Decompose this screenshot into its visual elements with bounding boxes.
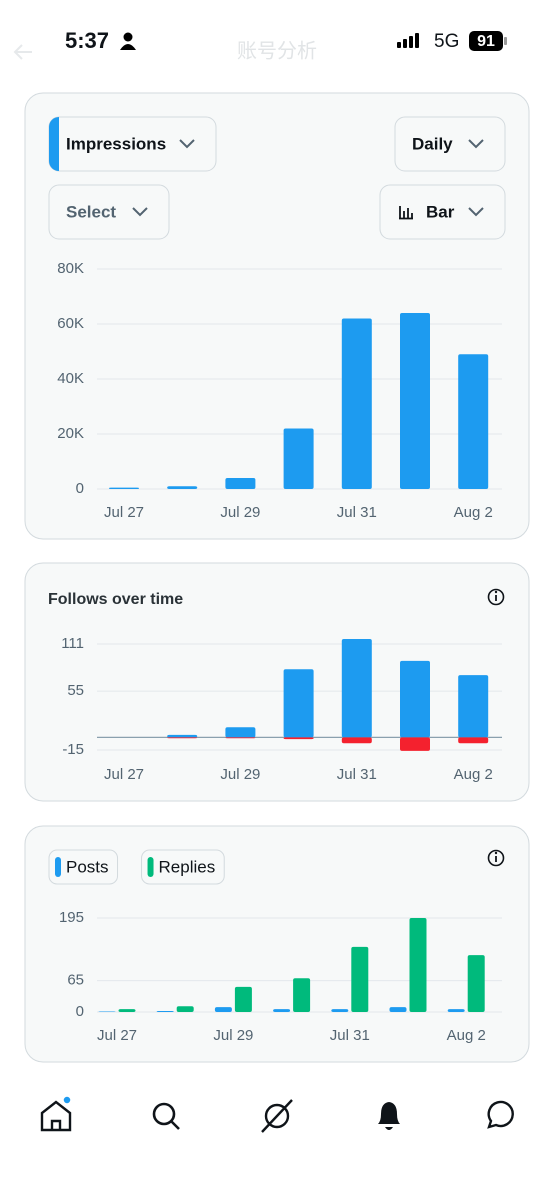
network: 5G (434, 31, 459, 52)
bar (234, 986, 252, 1012)
status-time: 5:37 (65, 28, 109, 53)
y-tick-label: 111 (61, 635, 84, 652)
legend-item[interactable] (141, 849, 225, 885)
bar (214, 1007, 232, 1012)
info-icon[interactable] (487, 588, 505, 606)
legend-item[interactable] (48, 849, 119, 885)
header-title: 账号分析 (237, 39, 317, 62)
bar (167, 734, 198, 738)
x-tick-label: Jul 29 (213, 1027, 253, 1044)
y-tick-label: 20K (57, 425, 84, 442)
dropdown-label: Bar (426, 202, 455, 221)
nav-notifications[interactable] (378, 1102, 400, 1130)
bar (409, 918, 427, 1012)
y-tick-label: 40K (57, 370, 84, 387)
x-tick-label: Jul 27 (97, 1027, 137, 1044)
bar (225, 478, 256, 489)
bar (400, 313, 430, 489)
y-tick-label: 65 (67, 972, 84, 989)
bar (273, 1009, 291, 1012)
x-tick-label: Jul 29 (220, 504, 260, 521)
bar (458, 354, 489, 489)
nav-messages[interactable] (487, 1100, 514, 1129)
style-dropdown[interactable]: Bar (379, 184, 506, 240)
filter-dropdown[interactable]: Select (48, 184, 170, 240)
bar (400, 660, 430, 738)
chart-title: Follows over time (48, 591, 183, 608)
x-tick-label: Aug 2 (447, 1027, 486, 1044)
x-tick-label: Jul 31 (337, 766, 377, 783)
x-tick-label: Aug 2 (454, 766, 493, 783)
legend-label: Replies (159, 857, 216, 876)
bar (458, 737, 489, 744)
bar (341, 318, 372, 489)
bar (467, 955, 485, 1012)
bar (225, 737, 256, 739)
person-icon (120, 32, 136, 50)
y-tick-label: 0 (76, 480, 84, 497)
bar (283, 669, 314, 738)
bar (283, 737, 314, 740)
x-tick-label: Jul 27 (104, 766, 144, 783)
bar (167, 486, 198, 489)
x-tick-label: Jul 31 (330, 1027, 370, 1044)
x-tick-label: Jul 29 (220, 766, 260, 783)
bar (283, 428, 314, 489)
signal-icon (397, 33, 419, 48)
y-tick-label: 0 (76, 1003, 84, 1020)
legend-swatch (147, 857, 154, 877)
bar (389, 1007, 407, 1012)
x-tick-label: Aug 2 (454, 504, 493, 521)
battery-cap (504, 37, 507, 45)
metric-dropdown[interactable]: Impressions (48, 116, 217, 172)
nav-search[interactable] (152, 1102, 180, 1130)
bar (458, 675, 489, 738)
bar (331, 1009, 349, 1012)
bar (167, 737, 198, 739)
battery (469, 31, 503, 51)
bar (156, 1011, 174, 1012)
bar (400, 737, 430, 751)
card (24, 825, 530, 1063)
y-tick-label: 60K (57, 315, 84, 332)
nav-home[interactable] (40, 1095, 72, 1132)
y-tick-label: -15 (62, 741, 84, 758)
back-button[interactable] (13, 44, 32, 60)
bar (447, 1009, 465, 1012)
y-tick-label: 80K (57, 260, 84, 277)
bar (118, 1009, 136, 1012)
x-tick-label: Jul 31 (337, 504, 377, 521)
dropdown-label: Select (66, 202, 116, 221)
x-tick-label: Jul 27 (104, 504, 144, 521)
bar (341, 737, 372, 744)
bar (341, 638, 372, 738)
legend-label: Posts (66, 857, 109, 876)
interval-dropdown[interactable]: Daily (394, 116, 506, 172)
bar (225, 727, 256, 738)
bar (351, 946, 369, 1012)
bar (293, 978, 311, 1012)
battery-level: 91 (477, 33, 495, 50)
y-tick-label: 55 (67, 682, 84, 699)
bar (176, 1006, 194, 1012)
info-icon[interactable] (487, 849, 505, 867)
legend-swatch (55, 857, 61, 877)
nav-grok[interactable] (261, 1099, 293, 1133)
dropdown-label: Impressions (66, 134, 166, 153)
y-tick-label: 195 (59, 909, 84, 926)
bar (109, 487, 139, 489)
dropdown-label: Daily (412, 134, 453, 153)
